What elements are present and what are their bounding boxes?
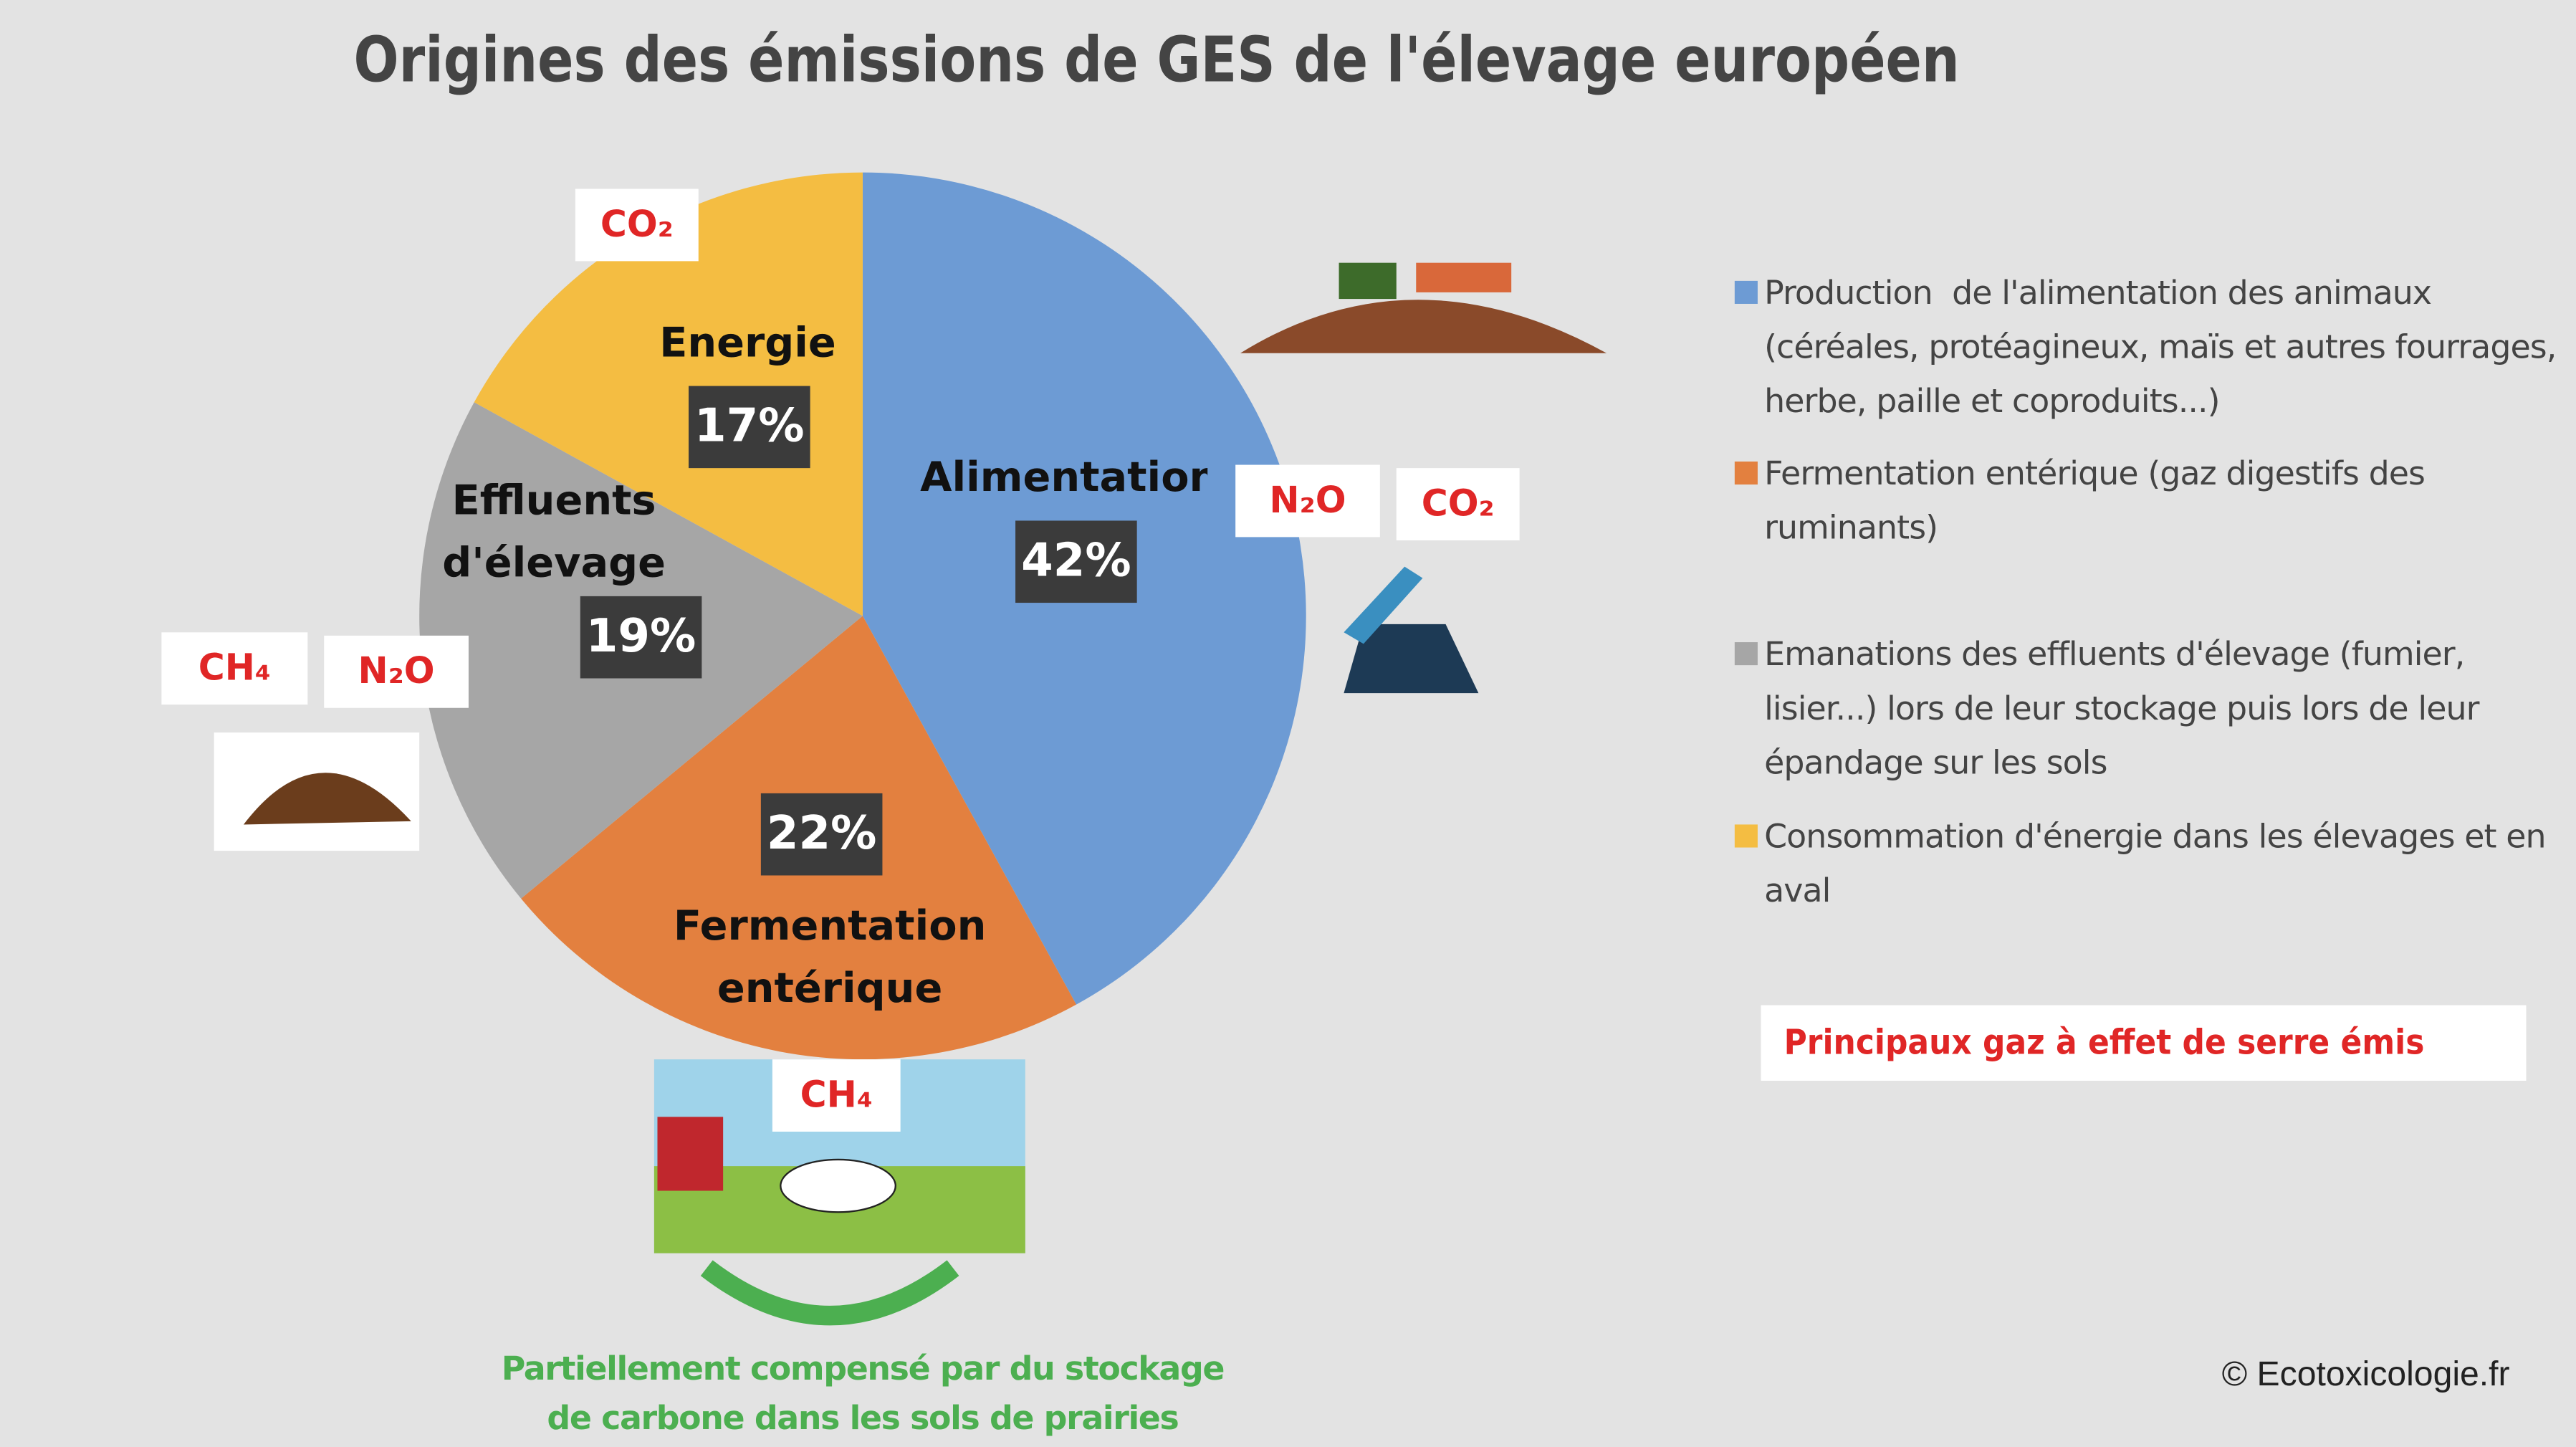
slice-label: Energie xyxy=(633,312,863,374)
gas-label: CO₂ xyxy=(1422,482,1495,524)
legend-label-box: Fermentation entérique (gaz digestifs de… xyxy=(1764,446,2575,627)
slice-label-box: Alimentation xyxy=(920,446,1207,594)
chart: Origines des émissions de GES de l'éleva… xyxy=(0,0,2576,1447)
gas-label: N₂O xyxy=(358,649,435,692)
note: Partiellement compensé par du stockage d… xyxy=(485,1344,1240,1443)
page: Origines des émissions de GES de l'éleva… xyxy=(0,0,2576,1447)
slice-label: Alimentation xyxy=(920,446,1207,509)
trailer-icon xyxy=(1416,263,1511,292)
legend-label: Consommation d'énergie dans les élevages… xyxy=(1764,810,2575,918)
gas-legend: Principaux gaz à effet de serre émis xyxy=(1784,1023,2425,1063)
gas-label: CH₄ xyxy=(800,1073,873,1115)
slice-label: Fermentation entérique xyxy=(657,895,1002,1020)
legend-label-box: Consommation d'énergie dans les élevages… xyxy=(1764,810,2575,990)
legend-swatch xyxy=(1735,824,1758,847)
cow xyxy=(780,1160,895,1212)
legend-swatch xyxy=(1735,462,1758,484)
legend-label: Production de l'alimentation des animaux… xyxy=(1764,266,2575,429)
gas-label: N₂O xyxy=(1269,479,1346,521)
slice-label-box: Effluents d'élevage xyxy=(431,469,677,617)
gas-label: CO₂ xyxy=(600,203,674,245)
note-box: Partiellement compensé par du stockage d… xyxy=(485,1344,1240,1447)
barn xyxy=(657,1117,723,1190)
legend-label-box: Emanations des effluents d'élevage (fumi… xyxy=(1764,627,2575,808)
legend-label: Fermentation entérique (gaz digestifs de… xyxy=(1764,446,2575,555)
tractor-icon xyxy=(1339,263,1397,299)
source: © Ecotoxicologie.fr xyxy=(2222,1355,2510,1393)
gas-label: CH₄ xyxy=(198,646,271,689)
chart-title: Origines des émissions de GES de l'éleva… xyxy=(354,23,1960,96)
slice-label: Effluents d'élevage xyxy=(431,469,677,594)
value-label: 22% xyxy=(767,806,877,860)
slice-label-box: Fermentation entérique xyxy=(657,895,1002,1043)
legend-swatch xyxy=(1735,642,1758,665)
legend-label: Emanations des effluents d'élevage (fumi… xyxy=(1764,627,2575,790)
legend-label-box: Production de l'alimentation des animaux… xyxy=(1764,266,2575,446)
slice-label-box: Energie xyxy=(633,312,863,459)
legend-swatch xyxy=(1735,281,1758,304)
